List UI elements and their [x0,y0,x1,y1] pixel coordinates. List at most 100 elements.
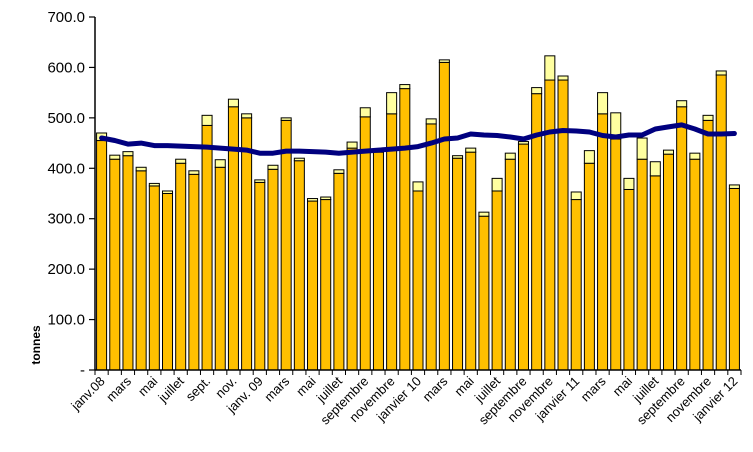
bar-segment-top [715,70,727,76]
bar-segment-top [307,198,319,202]
bar-segment-top [148,182,160,187]
axes-layer [89,16,742,375]
bar-segment-main [148,185,160,371]
bar-segment-main [728,187,740,371]
bar-segment-main [438,61,450,371]
bar-segment-main [399,88,411,371]
bar-segment-main [175,162,187,371]
bar-segment-main [214,166,226,371]
bars-layer [96,55,740,371]
bar-segment-top [583,150,595,164]
bar-segment-top [399,84,411,90]
bar-segment-main [676,106,688,371]
bar-segment-top [109,154,121,160]
bar-segment-top [333,169,345,174]
bar-segment-top [122,151,134,157]
bar-segment-main [359,116,371,371]
bar-segment-top [517,141,529,145]
bar-segment-top [557,75,569,81]
bar-segment-main [135,170,147,371]
bar-segment-top [662,149,674,155]
bar-segment-top [280,117,292,121]
bar-segment-main [96,140,108,371]
y-tick-label: 400.0 [47,160,85,177]
bar-segment-top [504,152,516,160]
bar-segment-top [359,107,371,118]
bar-segment-main [425,123,437,371]
bar-segment-top [241,113,253,119]
bar-segment-main [649,175,661,371]
bar-segment-main [662,153,674,371]
bar-segment-main [557,79,569,371]
bar-segment-top [689,152,701,160]
bar-segment-main [689,158,701,371]
bar-segment-top [267,164,279,170]
y-tick-label: 200.0 [47,261,85,278]
bar-segment-main [372,151,384,371]
bar-segment-top [676,100,688,108]
bar-segment-main [636,158,648,371]
bar-segment-main [254,181,266,371]
bar-segment-main [610,138,622,371]
bar-segment-main [386,113,398,371]
bar-segment-main [504,158,516,371]
bar-segment-main [570,199,582,371]
bar-segment-top [201,114,213,126]
bar-segment-main [307,200,319,371]
bar-segment-top [412,181,424,192]
bar-segment-top [636,137,648,160]
x-tick-label: mars [578,373,609,404]
bar-segment-main [346,147,358,371]
bar-segment-top [544,55,556,81]
bar-segment-top [728,184,740,189]
y-tick-label: - [80,362,85,379]
bar-segment-main [583,162,595,371]
trend-line [99,122,737,156]
bar-segment-top [425,118,437,125]
bar-segment-top [135,166,147,172]
bar-segment-top [623,177,635,190]
y-tick-labels: - 100.0 200.0 300.0 400.0 500.0 600.0 700.0 [47,9,85,379]
bar-segment-main [702,119,714,371]
x-tick-label: mars [261,373,292,404]
bar-segment-main [465,151,477,371]
bar-segment-main [227,106,239,371]
bar-segment-main [293,160,305,371]
y-tick-label: 600.0 [47,59,85,76]
bar-segment-top [293,157,305,162]
bar-segment-main [478,215,490,371]
bar-segment-main [544,79,556,371]
bar-segment-top [478,211,490,217]
bar-segment-main [623,188,635,371]
x-tick-label: mars [419,373,450,404]
x-tick-label: juillet [155,373,188,406]
y-tick-label: 100.0 [47,312,85,329]
bar-segment-top [386,92,398,115]
bar-segment-top [649,161,661,177]
bar-segment-top [570,191,582,201]
bar-segment-main [333,172,345,371]
bar-segment-top [597,92,609,115]
bar-segment-top [320,196,332,201]
bar-segment-main [201,124,213,371]
bar-segment-top [438,59,450,63]
bar-segment-top [452,155,464,159]
bar-segment-top [175,158,187,164]
bar-segment-top [188,170,200,175]
bar-segment-main [162,193,174,371]
bar-segment-main [715,74,727,371]
x-tick-label: sept. [183,374,214,405]
y-tick-label: 500.0 [47,110,85,127]
bar-segment-main [517,143,529,371]
y-axis-label: tonnes [29,325,43,365]
x-tick-label: janv.08 [67,374,107,414]
bar-segment-main [241,117,253,371]
bar-segment-main [491,190,503,371]
bar-segment-main [188,173,200,371]
bar-segment-top [162,190,174,195]
bar-segment-main [597,113,609,371]
y-tick-label: 700.0 [47,9,85,26]
bar-segment-top [491,177,503,192]
bar-segment-main [267,168,279,371]
x-tick-label: mars [103,373,134,404]
